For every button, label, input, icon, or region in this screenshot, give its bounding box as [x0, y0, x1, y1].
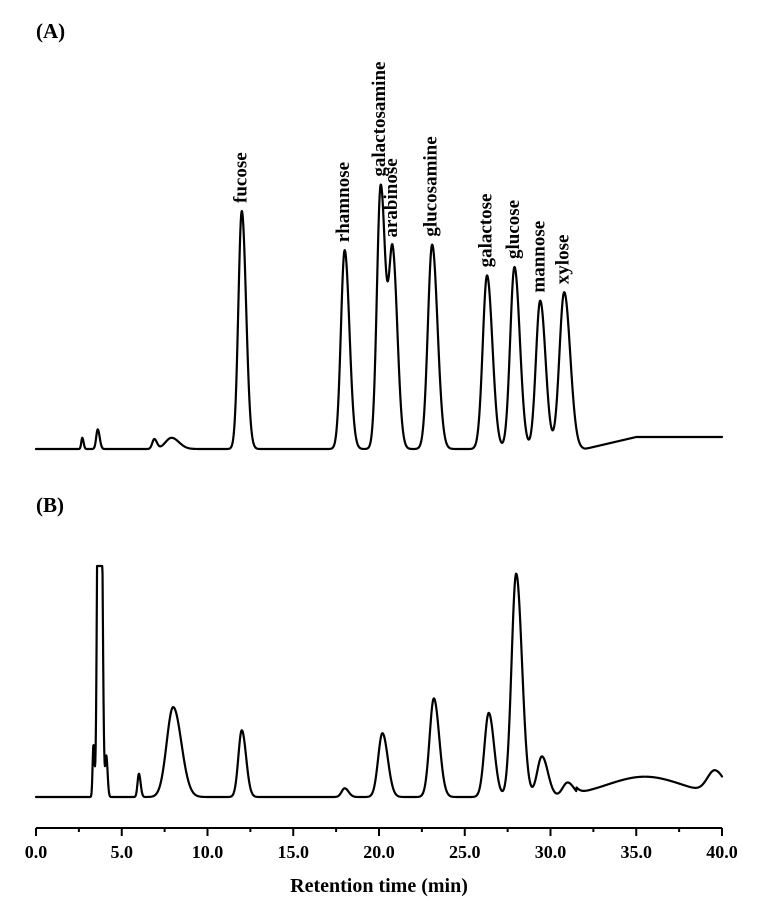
x-tick-label: 20.0	[363, 842, 395, 862]
x-axis-title: Retention time (min)	[290, 875, 468, 897]
peak-label-galactosamine: galactosamine	[369, 62, 390, 177]
x-axis: 0.0 5.0 10.0 15.0 20.0 25.0 30.0 35.0 40.0 Reten…	[25, 827, 738, 897]
peak-label-glucose: glucose	[503, 200, 524, 259]
x-tick-label: 5.0	[111, 842, 134, 862]
peak-label-galactose: galactose	[476, 194, 497, 268]
panel-b: (B)	[34, 493, 724, 799]
peak-label-fucose: fucose	[230, 152, 251, 203]
panel-a: (A) fucose rhamnose galactosaminearabinose…	[34, 19, 724, 451]
panel-a-trace	[34, 183, 724, 451]
peak-label-rhamnose: rhamnose	[333, 162, 354, 242]
peak-label-mannose: mannose	[529, 221, 550, 293]
peak-label-arabinose: arabinose	[381, 158, 402, 237]
x-tick-label: 15.0	[278, 842, 310, 862]
x-tick-label: 25.0	[449, 842, 481, 862]
panel-b-trace	[34, 564, 724, 799]
panel-b-label: (B)	[36, 493, 64, 517]
x-tick-label: 0.0	[25, 842, 48, 862]
peak-label-glucosamine: glucosamine	[421, 136, 442, 236]
x-tick-label: 40.0	[706, 842, 738, 862]
x-tick-label: 35.0	[621, 842, 653, 862]
x-tick-label: 30.0	[535, 842, 567, 862]
x-tick-label: 10.0	[192, 842, 224, 862]
peak-label-xylose: xylose	[553, 235, 574, 285]
x-axis-ticks: 0.0 5.0 10.0 15.0 20.0 25.0 30.0 35.0 40.0	[25, 828, 738, 862]
panel-a-label: (A)	[36, 19, 65, 43]
